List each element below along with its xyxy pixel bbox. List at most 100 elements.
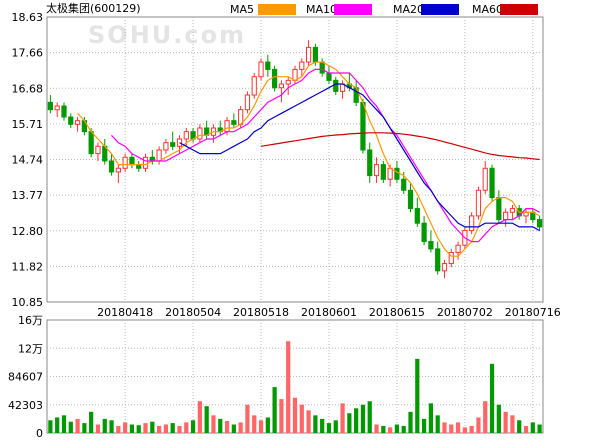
volume-bar	[68, 421, 73, 433]
volume-bar	[252, 415, 257, 433]
volume-bar	[272, 387, 277, 433]
volume-bar	[197, 401, 202, 433]
candle-body	[489, 167, 495, 199]
candle-body	[380, 164, 386, 180]
volume-bar	[408, 411, 413, 433]
volume-tick-label: 42303	[8, 399, 43, 412]
candle-body	[231, 120, 237, 125]
volume-bar	[428, 403, 433, 433]
legend-swatch-ma5	[258, 4, 296, 15]
volume-bar	[503, 411, 508, 433]
candle-body	[88, 131, 94, 155]
candle-body	[129, 156, 135, 166]
candle-body	[108, 160, 115, 173]
volume-bar	[258, 420, 264, 433]
volume-bar	[143, 423, 148, 433]
candle-body	[95, 145, 101, 155]
candle-body	[435, 248, 441, 272]
candle-body	[61, 105, 67, 118]
volume-bar	[170, 423, 175, 433]
candle-body	[156, 149, 162, 162]
candle-body	[333, 79, 339, 92]
volume-bar	[489, 363, 495, 433]
volume-bar	[367, 401, 372, 433]
volume-bar	[109, 420, 114, 433]
candle-body	[482, 167, 488, 191]
candle-body	[47, 101, 54, 111]
candle-body	[496, 197, 502, 221]
volume-bar	[401, 425, 406, 433]
candle-body	[68, 116, 74, 125]
volume-bar	[157, 425, 162, 433]
volume-bar	[224, 420, 230, 433]
candle-body	[170, 142, 176, 147]
volume-bar	[381, 425, 386, 433]
candle-body	[122, 156, 128, 169]
volume-bar	[190, 420, 196, 433]
volume-bar	[299, 404, 304, 433]
candle-body	[326, 72, 332, 81]
candle-body	[536, 219, 543, 228]
volume-bar	[517, 420, 522, 433]
volume-bar	[530, 422, 535, 433]
candle-body	[74, 120, 81, 125]
volume-bar	[286, 341, 291, 433]
volume-bar	[245, 404, 250, 433]
volume-bar	[374, 424, 379, 433]
candle-body	[115, 167, 121, 173]
volume-bar	[326, 423, 332, 433]
date-tick-label: 20180518	[233, 306, 289, 319]
volume-bar	[483, 401, 488, 433]
price-tick-label: 10.85	[12, 296, 44, 309]
candle-body	[387, 167, 393, 180]
price-tick-label: 18.63	[12, 11, 44, 24]
date-tick-label: 20180601	[301, 306, 357, 319]
volume-bar	[523, 425, 529, 433]
volume-bar	[211, 415, 216, 433]
candle-body	[448, 252, 454, 265]
volume-bar	[320, 418, 325, 433]
legend-label-ma5: MA5	[230, 3, 254, 16]
candle-body	[394, 167, 400, 180]
candle-body	[251, 76, 257, 96]
volume-bar	[462, 427, 467, 433]
candle-body	[244, 94, 251, 111]
volume-bar	[116, 425, 121, 433]
volume-bar	[388, 427, 393, 433]
candle-body	[272, 68, 278, 89]
volume-bar	[231, 424, 236, 433]
volume-bar	[455, 422, 461, 433]
volume-bar	[340, 403, 345, 433]
volume-bar	[510, 415, 515, 433]
candle-body	[475, 189, 482, 217]
candle-body	[224, 120, 230, 133]
candle-body	[197, 127, 203, 140]
candle-body	[503, 211, 509, 221]
price-tick-label: 12.80	[12, 225, 44, 238]
chart-title: 太极集团(600129)	[46, 1, 141, 15]
volume-bar	[469, 425, 474, 433]
candle-body	[421, 222, 427, 243]
volume-bar	[279, 399, 284, 433]
candle-body	[367, 149, 373, 177]
price-panel-frame	[46, 16, 544, 303]
volume-bar	[48, 420, 53, 433]
volume-bar	[306, 410, 311, 433]
candle-body	[455, 244, 461, 254]
volume-bar	[238, 422, 243, 433]
candle-body	[373, 164, 380, 177]
volume-bar	[537, 424, 542, 433]
volume-tick-label: 84607	[8, 371, 43, 384]
candle-body	[319, 61, 325, 74]
volume-bar	[394, 424, 400, 433]
volume-bar	[129, 424, 135, 433]
volume-bar	[435, 415, 440, 433]
volume-bar	[184, 422, 189, 433]
candle-body	[265, 61, 271, 70]
volume-bar	[82, 423, 87, 433]
date-tick-label: 20180418	[97, 306, 153, 319]
candle-body	[312, 46, 318, 63]
candle-body	[54, 105, 60, 111]
candle-body	[163, 142, 169, 151]
